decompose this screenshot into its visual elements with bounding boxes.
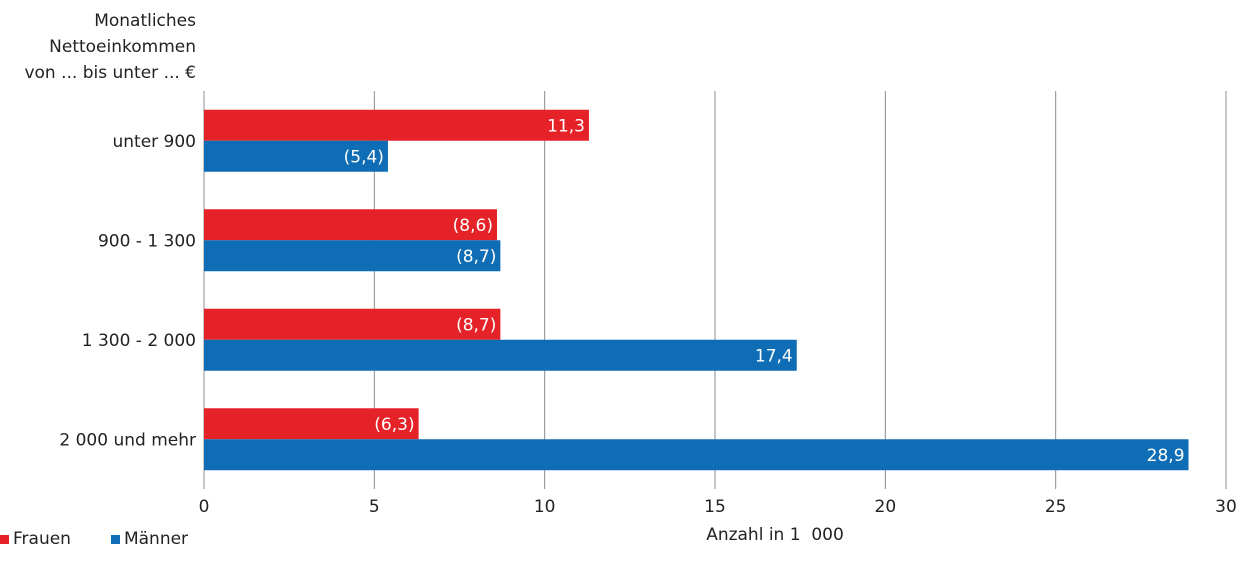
data-label: (8,7) — [456, 315, 496, 335]
x-tick-label: 20 — [875, 497, 897, 517]
legend-swatch-frauen — [0, 534, 9, 544]
data-label: 17,4 — [755, 346, 793, 366]
category-labels: unter 900 900 - 1 300 1 300 - 2 000 2 000 u… — [59, 132, 196, 451]
bar-frauen — [204, 308, 501, 340]
legend-label-frauen: Frauen — [13, 529, 71, 549]
bars: 11,3 (5,4) (8,6) (8,7) (8,7) 17,4 (6,3) 28,9 — [204, 109, 1189, 471]
legend-item-frauen: Frauen — [0, 527, 71, 551]
bar-frauen — [204, 109, 589, 141]
data-label: (5,4) — [344, 147, 384, 167]
bar-frauen — [204, 209, 497, 241]
x-tick-label: 0 — [199, 497, 210, 517]
y-axis-title-line-3: von ... bis unter ... € — [24, 63, 196, 83]
bar-maenner — [204, 439, 1189, 471]
x-tick-label: 10 — [534, 497, 556, 517]
bar-maenner — [204, 140, 388, 172]
legend: Frauen Männer — [0, 527, 188, 551]
bar-maenner — [204, 240, 501, 272]
y-axis-title: Monatliches Nettoeinkommen von ... bis u… — [0, 8, 196, 86]
x-axis-title: Anzahl in 1 000 — [706, 525, 844, 545]
data-label: 11,3 — [547, 116, 585, 136]
x-tick-label: 25 — [1045, 497, 1067, 517]
category-label: 900 - 1 300 — [98, 231, 196, 251]
legend-item-maenner: Männer — [110, 527, 189, 551]
x-tick-labels: 0 5 10 15 20 25 30 — [199, 497, 1237, 517]
x-tick-label: 30 — [1215, 497, 1237, 517]
x-tick-label: 15 — [704, 497, 726, 517]
x-tick-label: 5 — [369, 497, 380, 517]
data-label: 28,9 — [1147, 446, 1185, 466]
data-label: (6,3) — [374, 415, 414, 435]
category-label: 2 000 und mehr — [59, 430, 196, 450]
y-axis-title-line-2: Nettoeinkommen — [49, 37, 196, 57]
bar-frauen — [204, 408, 419, 440]
category-label: 1 300 - 2 000 — [82, 331, 196, 351]
y-axis-title-line-1: Monatliches — [94, 11, 196, 31]
data-label: (8,7) — [456, 247, 496, 267]
category-label: unter 900 — [112, 132, 196, 152]
legend-swatch-maenner — [110, 534, 120, 544]
data-label: (8,6) — [453, 216, 493, 236]
legend-label-maenner: Männer — [123, 529, 189, 549]
bar-maenner — [204, 339, 797, 371]
